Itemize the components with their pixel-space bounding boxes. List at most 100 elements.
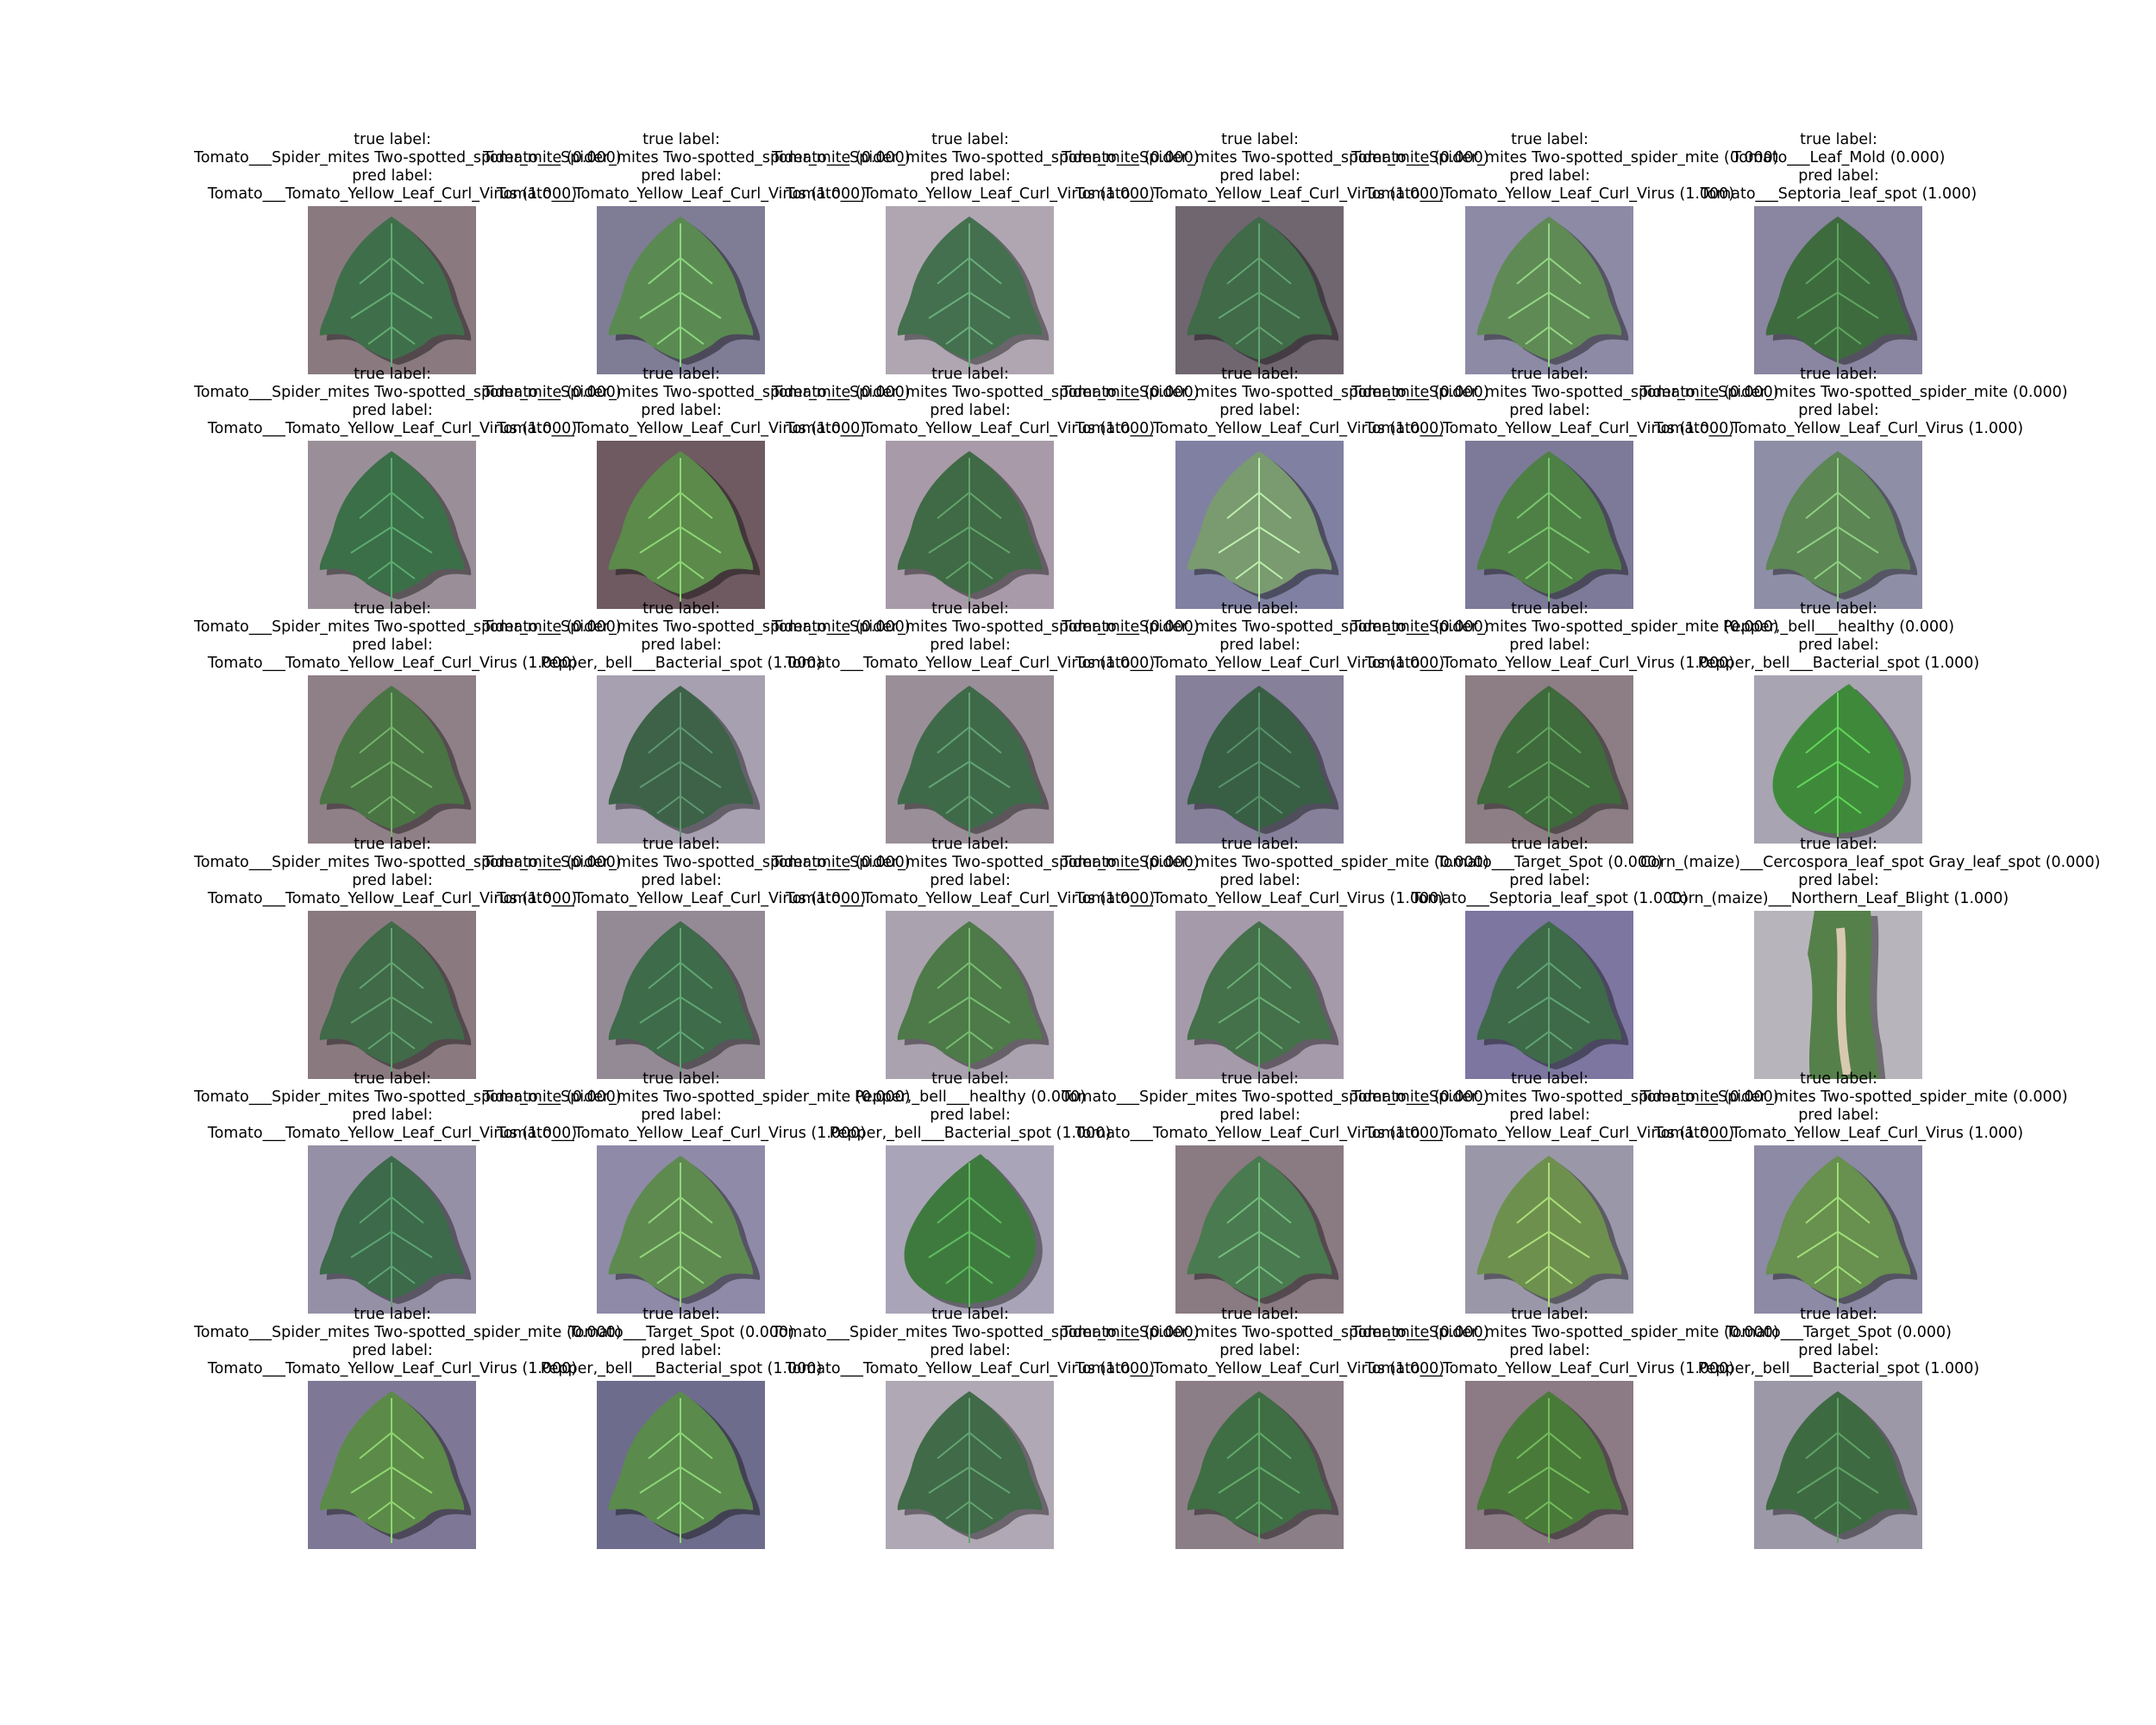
pred-label-heading: pred label: [352, 1342, 433, 1359]
prediction-panel: true label: Tomato___Spider_mites Two-spo… [1351, 366, 1779, 609]
prediction-caption: true label: Tomato___Spider_mites Two-spo… [483, 836, 911, 908]
true-label-heading: true label: [642, 366, 720, 383]
true-label-heading: true label: [354, 1306, 431, 1323]
leaf-veins [639, 1398, 722, 1543]
true-label-heading: true label: [1511, 131, 1589, 148]
pred-label-value: Tomato___Tomato_Yellow_Leaf_Curl_Virus (… [207, 1125, 578, 1142]
leaf-image [597, 206, 765, 374]
true-label-value: Tomato___Spider_mites Two-spotted_spider… [194, 618, 622, 636]
pred-label-value: Tomato___Tomato_Yellow_Leaf_Curl_Virus (… [785, 890, 1156, 907]
true-label-value: Tomato___Spider_mites Two-spotted_spider… [1640, 1088, 2068, 1106]
pred-label-heading: pred label: [352, 872, 433, 889]
true-label-value: Tomato___Spider_mites Two-spotted_spider… [194, 149, 622, 166]
true-label-value: Tomato___Spider_mites Two-spotted_spider… [1062, 384, 1489, 401]
true-label-value: Tomato___Spider_mites Two-spotted_spider… [1062, 1324, 1489, 1341]
pred-label-heading: pred label: [1798, 872, 1879, 889]
true-label-value: Tomato___Spider_mites Two-spotted_spider… [483, 618, 911, 636]
prediction-panel: true label: Tomato___Target_Spot (0.000) p… [1351, 836, 1748, 1079]
leaf-image [1754, 206, 1922, 374]
prediction-panel: true label: Tomato___Spider_mites Two-spo… [483, 366, 911, 609]
leaf-veins [350, 693, 433, 837]
leaf-image [1754, 675, 1922, 844]
prediction-panel: true label: Tomato___Spider_mites Two-spo… [483, 1070, 911, 1314]
prediction-caption: true label: Tomato___Spider_mites Two-spo… [194, 600, 622, 673]
true-label-heading: true label: [1511, 600, 1589, 618]
prediction-caption: true label: Tomato___Spider_mites Two-spo… [1062, 1306, 1489, 1378]
leaf-veins [639, 693, 722, 837]
pred-label-value: Tomato___Tomato_Yellow_Leaf_Curl_Virus (… [1075, 890, 1445, 907]
leaf-veins [350, 1398, 433, 1543]
pred-label-value: Pepper,_bell___Bacterial_spot (1.000) [540, 655, 823, 672]
prediction-caption: true label: Tomato___Spider_mites Two-spo… [772, 131, 1200, 204]
pred-label-heading: pred label: [930, 872, 1011, 889]
prediction-caption: true label: Tomato___Spider_mites Two-spo… [772, 836, 1200, 908]
pred-label-heading: pred label: [641, 402, 722, 419]
prediction-panel: true label: Tomato___Spider_mites Two-spo… [483, 131, 911, 374]
prediction-panel: true label: Tomato___Spider_mites Two-spo… [194, 600, 622, 844]
true-label-heading: true label: [1221, 1070, 1299, 1088]
true-label-value: Tomato___Spider_mites Two-spotted_spider… [483, 854, 911, 871]
prediction-caption: true label: Tomato___Spider_mites Two-spo… [1062, 366, 1489, 438]
true-label-value: Tomato___Spider_mites Two-spotted_spider… [1062, 1088, 1489, 1106]
pred-label-value: Tomato___Tomato_Yellow_Leaf_Curl_Virus (… [1075, 420, 1445, 437]
pred-label-heading: pred label: [641, 167, 722, 185]
pred-label-heading: pred label: [1509, 637, 1590, 654]
leaf-veins [928, 693, 1011, 837]
pred-label-heading: pred label: [1509, 1342, 1590, 1359]
prediction-panel: true label: Tomato___Leaf_Mold (0.000) pre… [1640, 131, 2037, 374]
prediction-caption: true label: Tomato___Spider_mites Two-spo… [483, 1070, 911, 1143]
leaf-image [886, 206, 1054, 374]
true-label-value: Corn_(maize)___Cercospora_leaf_spot Gray… [1640, 854, 2101, 871]
prediction-panel: true label: Tomato___Spider_mites Two-spo… [1062, 131, 1489, 374]
pred-label-value: Corn_(maize)___Northern_Leaf_Blight (1.0… [1668, 890, 2009, 907]
true-label-heading: true label: [931, 600, 1009, 618]
true-label-value: Tomato___Spider_mites Two-spotted_spider… [483, 384, 911, 401]
true-label-value: Tomato___Spider_mites Two-spotted_spider… [1640, 384, 2068, 401]
leaf-veins [1507, 1398, 1590, 1543]
true-label-heading: true label: [1800, 1306, 1877, 1323]
pred-label-heading: pred label: [641, 1342, 722, 1359]
true-label-value: Tomato___Spider_mites Two-spotted_spider… [772, 384, 1200, 401]
leaf-veins [1218, 223, 1300, 368]
leaf-veins [1507, 1163, 1590, 1308]
pred-label-heading: pred label: [930, 402, 1011, 419]
prediction-caption: true label: Tomato___Target_Spot (0.000) p… [1351, 836, 1748, 908]
true-label-heading: true label: [1800, 836, 1877, 853]
prediction-caption: true label: Tomato___Spider_mites Two-spo… [1351, 366, 1779, 438]
true-label-value: Tomato___Spider_mites Two-spotted_spider… [772, 1324, 1200, 1341]
true-label-value: Tomato___Target_Spot (0.000) [1436, 854, 1663, 871]
prediction-caption: true label: Tomato___Spider_mites Two-spo… [1351, 1070, 1779, 1143]
prediction-panel: true label: Tomato___Spider_mites Two-spo… [1351, 1070, 1779, 1314]
pred-label-heading: pred label: [1798, 167, 1879, 185]
pred-label-value: Tomato___Tomato_Yellow_Leaf_Curl_Virus (… [785, 185, 1156, 203]
leaf-veins [639, 458, 722, 603]
pred-label-value: Tomato___Tomato_Yellow_Leaf_Curl_Virus (… [207, 655, 578, 672]
prediction-panel: true label: Tomato___Spider_mites Two-spo… [194, 1070, 622, 1314]
leaf-image [886, 441, 1054, 609]
leaf-image [597, 1381, 765, 1549]
prediction-panel: true label: Tomato___Spider_mites Two-spo… [1062, 1306, 1489, 1549]
prediction-caption: true label: Tomato___Spider_mites Two-spo… [1351, 1306, 1779, 1378]
true-label-heading: true label: [931, 1306, 1009, 1323]
leaf-image [1175, 206, 1344, 374]
pred-label-value: Tomato___Tomato_Yellow_Leaf_Curl_Virus (… [1075, 1360, 1445, 1377]
pred-label-value: Tomato___Tomato_Yellow_Leaf_Curl_Virus (… [496, 185, 867, 203]
leaf-veins [1507, 928, 1590, 1073]
pred-label-value: Tomato___Tomato_Yellow_Leaf_Curl_Virus (… [1653, 420, 2024, 437]
leaf-veins [1218, 693, 1300, 837]
leaf-veins [1218, 1398, 1300, 1543]
true-label-value: Tomato___Spider_mites Two-spotted_spider… [1062, 854, 1489, 871]
pred-label-heading: pred label: [1219, 872, 1300, 889]
true-label-heading: true label: [642, 131, 720, 148]
pred-label-value: Pepper,_bell___Bacterial_spot (1.000) [540, 1360, 823, 1377]
pred-label-heading: pred label: [1798, 402, 1879, 419]
leaf-veins [1507, 223, 1590, 368]
prediction-panel: true label: Tomato___Spider_mites Two-spo… [483, 836, 911, 1079]
pred-label-value: Tomato___Tomato_Yellow_Leaf_Curl_Virus (… [207, 185, 578, 203]
leaf-image [886, 1145, 1054, 1314]
leaf-image [308, 441, 476, 609]
pred-label-heading: pred label: [641, 637, 722, 654]
pred-label-heading: pred label: [352, 402, 433, 419]
pred-label-heading: pred label: [1509, 402, 1590, 419]
leaf-veins [639, 928, 722, 1073]
